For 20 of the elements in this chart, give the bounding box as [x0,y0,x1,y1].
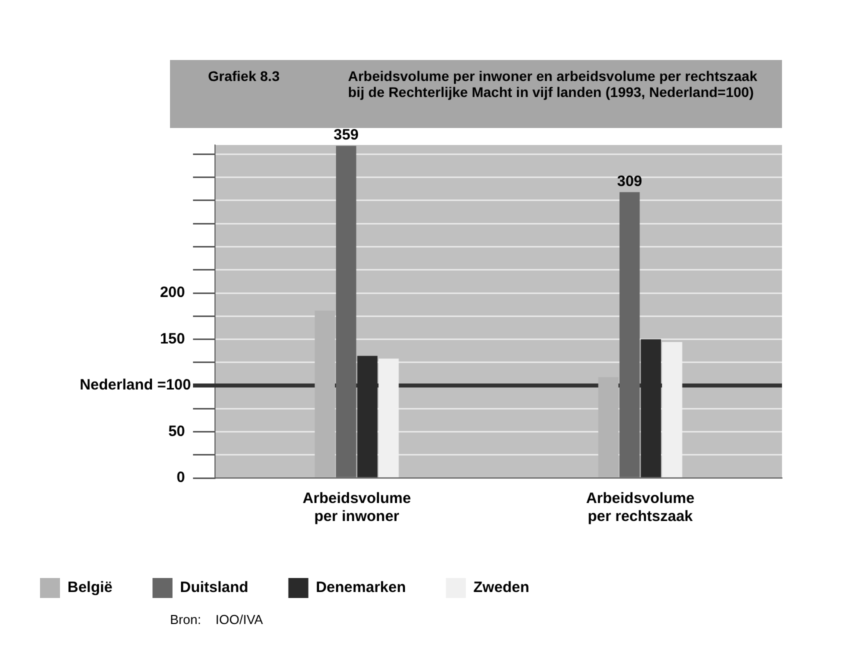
x-tick-label: Arbeidsvolume per rechtszaak [586,490,694,526]
chart-title: Grafiek 8.3 [208,68,281,86]
x-tick-label: Arbeidsvolume per inwoner [302,490,411,526]
chart-subtitle: Arbeidsvolume per inwoner en arbeidsvolume per rechtszaak bij de Rechterlijke Macht in vijf landen (1993, Nederland=100) [348,68,758,102]
legend-label: Zweden [473,579,530,596]
y-tick-label: 200 [160,284,185,302]
legend-label: België [68,579,113,596]
bar [336,146,356,478]
text: Bron: IOO/IVA [170,612,263,627]
bar [620,192,640,478]
y-tick-label: 0 [176,469,185,486]
legend-label: Duitsland [180,579,248,596]
bar [598,377,618,478]
data-label: 359 [334,126,359,144]
legend-label: Denemarken [316,579,406,596]
y-tick-label: 50 [168,422,185,440]
ref-line-label: Nederland =100 [80,376,191,394]
bar [314,310,335,478]
data-label: 309 [617,172,642,190]
y-tick-label: 150 [160,330,185,348]
